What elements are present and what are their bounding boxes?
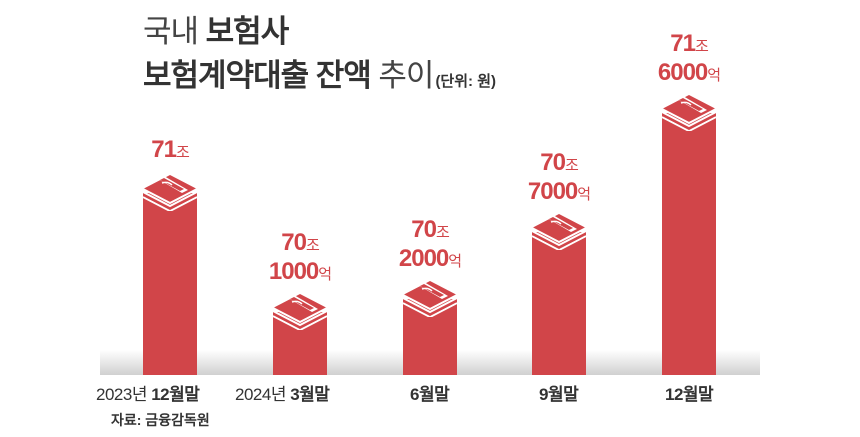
x-axis-label: 12월말: [665, 385, 714, 404]
value-jo: 70: [281, 229, 307, 256]
money-stack-icon: [270, 286, 330, 332]
value-label: 70조 1000억: [268, 229, 332, 285]
x-axis-label: 6월말: [410, 385, 450, 404]
bar-4: [662, 113, 716, 375]
bar-3: [532, 232, 586, 375]
chart-title-line2: 보험계약대출 잔액 추이 (단위: 원): [143, 58, 496, 93]
value-label: 71조 6000억: [657, 30, 721, 86]
value-jo: 70: [540, 149, 566, 176]
chart-title-line1: 국내 보험사: [143, 14, 289, 49]
x-axis-label: 2024년 3월말: [235, 385, 330, 404]
money-stack-icon: [140, 167, 200, 213]
value-eok: 1000: [268, 258, 319, 285]
money-stack-icon: [659, 87, 719, 133]
value-label: 70조 2000억: [398, 216, 462, 272]
source-note: 자료: 금융감독원: [111, 412, 210, 428]
bar-0: [143, 193, 197, 375]
value-eok: 7000: [527, 178, 578, 205]
value-eok: 2000: [398, 245, 449, 272]
x-axis-label: 9월말: [539, 385, 579, 404]
unit-label: (단위: 원): [435, 73, 496, 90]
value-label: 71조: [151, 136, 190, 163]
money-stack-icon: [529, 206, 589, 252]
money-stack-icon: [400, 273, 460, 319]
value-jo: 71: [151, 136, 177, 163]
value-jo: 70: [411, 216, 437, 243]
value-eok: 6000: [657, 59, 708, 86]
value-label: 70조 7000억: [527, 149, 591, 205]
value-jo: 71: [670, 30, 696, 57]
x-axis-label: 2023년 12월말: [96, 385, 200, 404]
